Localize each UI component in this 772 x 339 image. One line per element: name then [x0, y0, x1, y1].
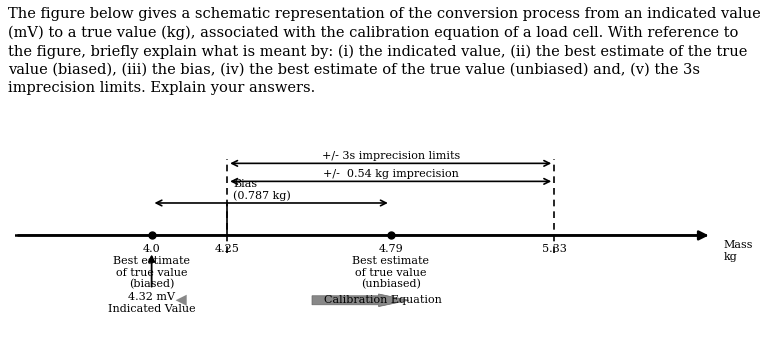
- Text: +/- 3s imprecision limits: +/- 3s imprecision limits: [322, 151, 460, 161]
- Text: 4.0: 4.0: [143, 243, 161, 254]
- Text: 4.79: 4.79: [378, 243, 403, 254]
- Text: Best estimate
of true value
(biased): Best estimate of true value (biased): [113, 256, 190, 290]
- Text: 4.32 mV
Indicated Value: 4.32 mV Indicated Value: [108, 292, 195, 314]
- Text: Calibration Equation: Calibration Equation: [324, 295, 442, 305]
- Text: Best estimate
of true value
(unbiased): Best estimate of true value (unbiased): [352, 256, 429, 290]
- FancyArrow shape: [312, 294, 409, 306]
- Text: +/-  0.54 kg imprecision: +/- 0.54 kg imprecision: [323, 169, 459, 179]
- Text: Mass
kg: Mass kg: [723, 240, 753, 261]
- Text: 5.33: 5.33: [542, 243, 567, 254]
- Text: Bias
(0.787 kg): Bias (0.787 kg): [233, 179, 291, 201]
- Text: 4.25: 4.25: [215, 243, 240, 254]
- Text: The figure below gives a schematic representation of the conversion process from: The figure below gives a schematic repre…: [8, 7, 760, 96]
